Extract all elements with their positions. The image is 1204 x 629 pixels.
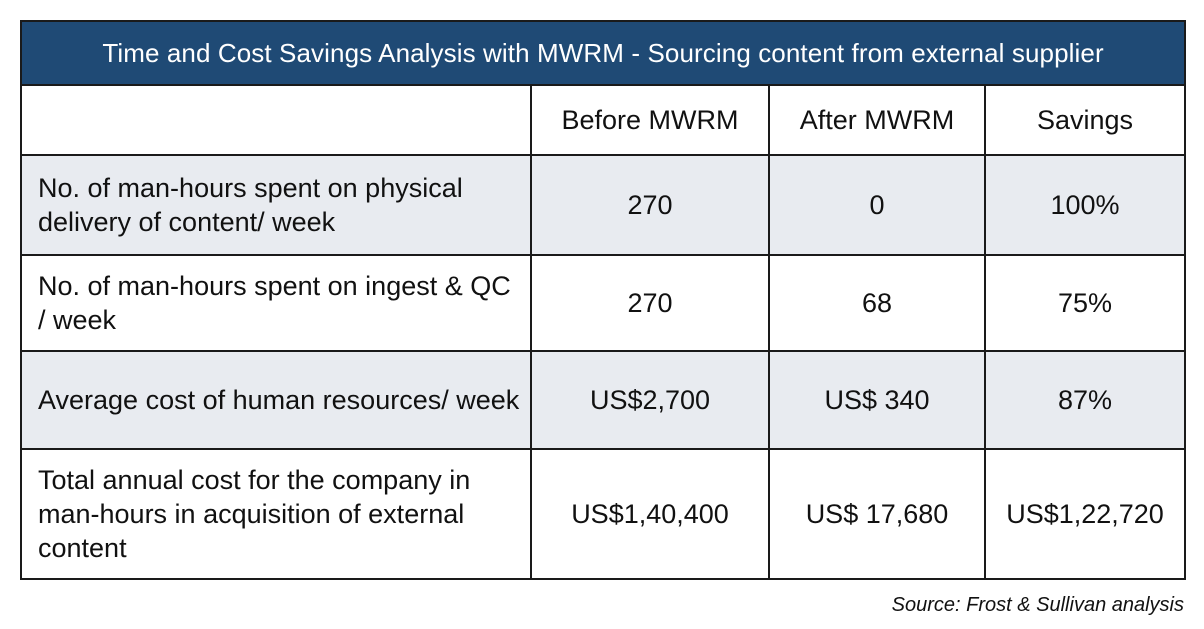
- column-header-row: Before MWRM After MWRM Savings: [20, 84, 1187, 156]
- source-note: Source: Frost & Sullivan analysis: [891, 594, 1184, 616]
- table-row: Average cost of human resources/ week US…: [20, 350, 1187, 450]
- column-header-before: Before MWRM: [530, 84, 770, 156]
- row-label: Total annual cost for the company in man…: [20, 448, 532, 580]
- cell-after: 68: [768, 254, 986, 352]
- cell-before: US$2,700: [530, 350, 770, 450]
- column-header-after: After MWRM: [768, 84, 986, 156]
- cell-before: 270: [530, 254, 770, 352]
- cell-savings: 87%: [983, 350, 1187, 450]
- row-label: No. of man-hours spent on ingest & QC / …: [20, 254, 532, 352]
- cell-after: 0: [768, 154, 986, 256]
- cell-before: US$1,40,400: [530, 448, 770, 580]
- cell-savings: US$1,22,720: [983, 448, 1187, 580]
- title-row: Time and Cost Savings Analysis with MWRM…: [19, 20, 1187, 86]
- cell-savings: 100%: [983, 154, 1187, 256]
- cell-after: US$ 340: [768, 350, 986, 450]
- cell-before: 270: [530, 154, 770, 256]
- cell-after: US$ 17,680: [768, 448, 986, 580]
- row-label: Average cost of human resources/ week: [20, 350, 532, 450]
- table-row: No. of man-hours spent on ingest & QC / …: [20, 254, 1187, 352]
- table-row: Total annual cost for the company in man…: [20, 448, 1187, 580]
- table-title: Time and Cost Savings Analysis with MWRM…: [19, 20, 1187, 86]
- column-header-savings: Savings: [983, 84, 1187, 156]
- row-label: No. of man-hours spent on physical deliv…: [20, 154, 532, 256]
- column-header-label: [20, 84, 532, 156]
- cell-savings: 75%: [983, 254, 1187, 352]
- savings-table: Time and Cost Savings Analysis with MWRM…: [19, 20, 1187, 580]
- savings-table-container: Time and Cost Savings Analysis with MWRM…: [19, 20, 1187, 580]
- table-row: No. of man-hours spent on physical deliv…: [20, 154, 1187, 256]
